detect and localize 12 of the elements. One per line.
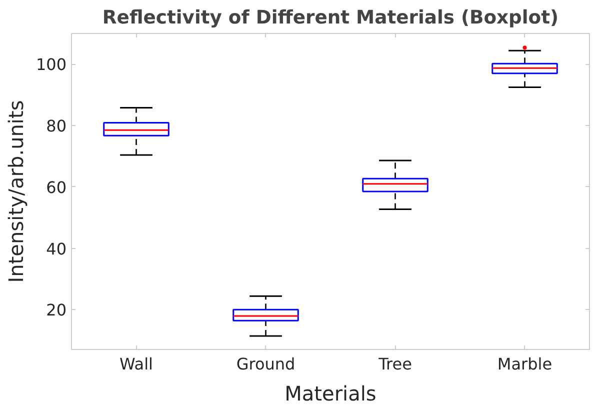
y-tick-label: 60 [46, 178, 66, 197]
x-tick-label: Marble [497, 354, 552, 374]
y-tick-label: 100 [36, 55, 67, 74]
y-tick-label: 40 [46, 239, 66, 258]
x-tick-label: Ground [236, 354, 296, 374]
x-axis-title: Materials [284, 382, 376, 406]
x-tick-label: Wall [120, 354, 154, 374]
y-tick-label: 80 [46, 116, 66, 136]
x-tick-label: Tree [378, 354, 412, 374]
y-tick-label: 20 [46, 300, 66, 320]
y-axis-title: Intensity/arb.units [4, 100, 28, 283]
chart-title: Reflectivity of Different Materials (Boxplot) [102, 8, 559, 28]
